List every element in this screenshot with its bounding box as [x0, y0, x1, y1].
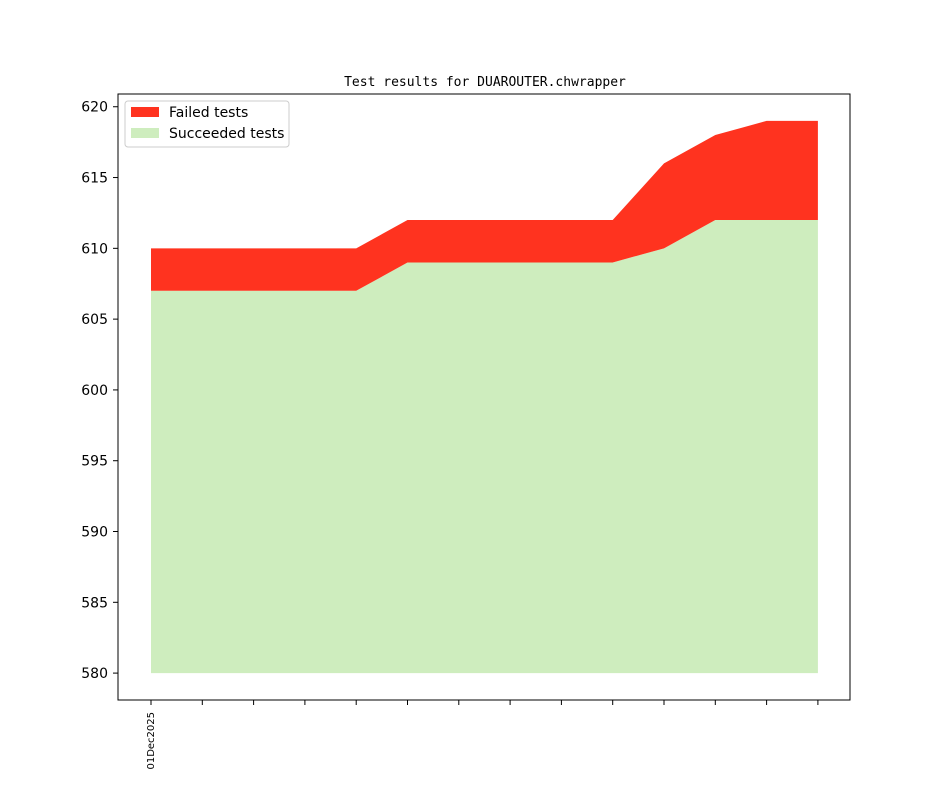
- area-succeeded-tests: [151, 220, 818, 674]
- legend-label-failed: Failed tests: [169, 105, 248, 121]
- legend-label-succeeded: Succeeded tests: [169, 126, 284, 142]
- y-tick-label: 610: [81, 241, 108, 257]
- x-tick-label: 01Dec2025: [146, 712, 157, 770]
- areas-layer: [151, 120, 818, 674]
- x-axis: 01Dec2025: [146, 700, 819, 770]
- y-tick-label: 590: [81, 525, 108, 541]
- legend-swatch-succeeded: [131, 128, 159, 138]
- y-tick-label: 585: [81, 595, 108, 611]
- y-tick-label: 595: [81, 454, 108, 470]
- y-tick-label: 600: [81, 383, 108, 399]
- plot-frame: [117, 93, 851, 701]
- y-axis: 580 585 590 595 600 605 610 615 620: [81, 100, 118, 682]
- legend: Failed tests Succeeded tests: [124, 100, 290, 148]
- y-tick-label: 620: [81, 100, 108, 116]
- y-tick-label: 580: [81, 666, 108, 682]
- area-failed-tests: [151, 120, 818, 291]
- y-tick-label: 605: [81, 312, 108, 328]
- chart-title: Test results for DUAROUTER.chwrapper: [344, 75, 626, 90]
- legend-swatch-failed: [131, 107, 159, 117]
- y-tick-label: 615: [81, 171, 108, 187]
- legend-box: [124, 100, 290, 148]
